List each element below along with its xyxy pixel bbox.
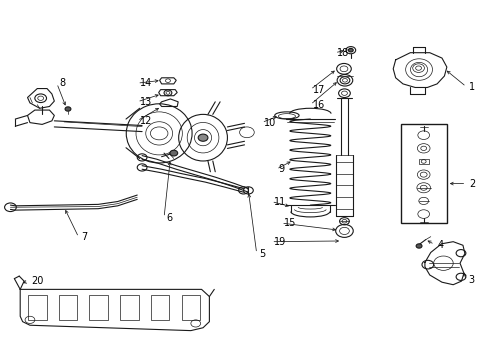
Bar [28, 296, 46, 320]
Bar [89, 296, 108, 320]
Text: 9: 9 [278, 164, 284, 174]
Circle shape [169, 150, 177, 156]
Text: 20: 20 [31, 276, 43, 286]
Text: 12: 12 [140, 116, 152, 126]
Bar [181, 296, 200, 320]
Circle shape [347, 48, 352, 52]
Text: 5: 5 [259, 248, 265, 258]
Text: 19: 19 [273, 237, 285, 247]
Text: 16: 16 [312, 100, 325, 110]
Text: 18: 18 [336, 48, 349, 58]
Text: 1: 1 [468, 82, 474, 92]
Text: 7: 7 [81, 232, 87, 242]
Text: 11: 11 [273, 197, 285, 207]
Text: 8: 8 [59, 78, 65, 88]
Circle shape [198, 134, 207, 141]
Text: 10: 10 [264, 118, 276, 128]
Bar [151, 296, 169, 320]
Text: 6: 6 [166, 213, 172, 222]
Text: 2: 2 [468, 179, 474, 189]
Text: 4: 4 [436, 239, 442, 249]
Bar [59, 296, 77, 320]
Circle shape [65, 107, 71, 111]
Bar [400, 125, 446, 223]
Circle shape [415, 244, 421, 248]
Text: 14: 14 [140, 78, 152, 88]
Text: 15: 15 [283, 218, 295, 228]
Text: 13: 13 [140, 97, 152, 107]
Bar [120, 296, 139, 320]
Text: 17: 17 [312, 85, 325, 95]
Text: 3: 3 [468, 275, 474, 285]
